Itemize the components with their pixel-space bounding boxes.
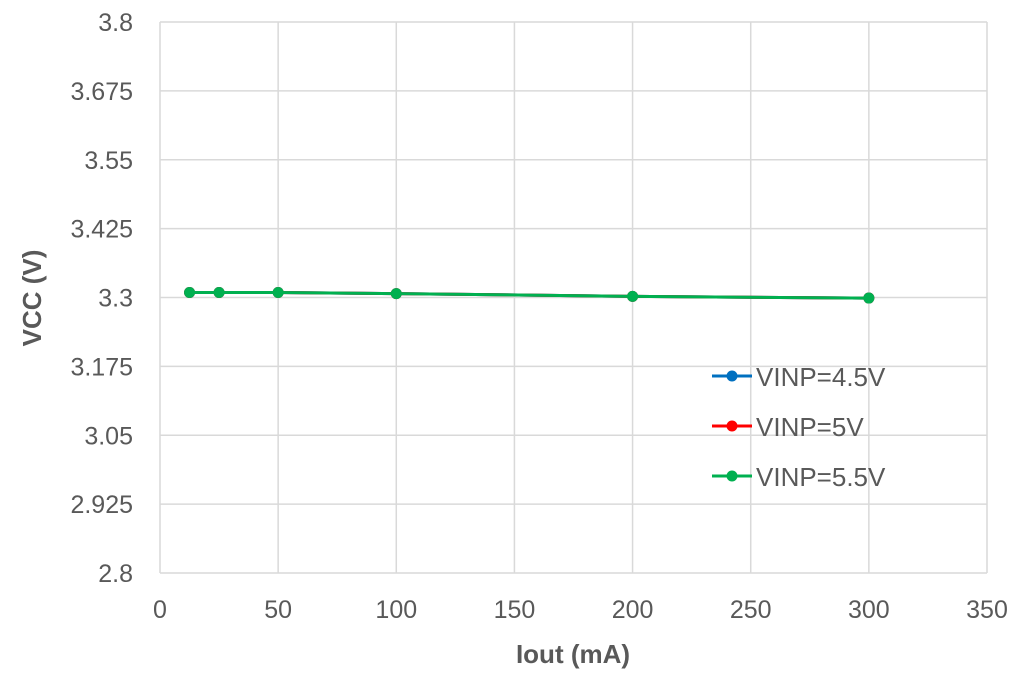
y-tick-label: 2.8 bbox=[98, 560, 133, 588]
legend-swatch-marker bbox=[726, 420, 738, 432]
data-point-2 bbox=[184, 287, 196, 299]
legend-swatch-marker bbox=[726, 470, 738, 482]
legend-label: VINP=4.5V bbox=[756, 362, 886, 392]
x-axis-title: Iout (mA) bbox=[516, 639, 630, 669]
data-point-2 bbox=[213, 287, 225, 299]
legend-swatch-marker bbox=[726, 370, 738, 382]
x-tick-label: 100 bbox=[375, 596, 417, 624]
legend-label: VINP=5.5V bbox=[756, 462, 886, 492]
x-tick-label: 200 bbox=[612, 596, 654, 624]
x-tick-label: 150 bbox=[494, 596, 536, 624]
tick-labels: 0 50 100 150 200 250 300 350 2.8 2.925 3.05 3.175 3.… bbox=[70, 9, 1007, 624]
y-tick-label: 3.675 bbox=[70, 78, 133, 106]
legend: VINP=4.5V VINP=5V VINP=5.5V bbox=[712, 362, 886, 492]
y-tick-label: 3.05 bbox=[84, 422, 133, 450]
y-tick-label: 3.8 bbox=[98, 9, 133, 37]
x-tick-label: 300 bbox=[848, 596, 890, 624]
data-point-2 bbox=[390, 288, 402, 300]
data-point-2 bbox=[863, 292, 875, 304]
series bbox=[184, 287, 875, 304]
data-point-2 bbox=[627, 290, 639, 302]
x-tick-label: 350 bbox=[966, 596, 1008, 624]
y-tick-label: 3.3 bbox=[98, 285, 133, 313]
x-tick-label: 0 bbox=[153, 596, 167, 624]
y-tick-label: 3.175 bbox=[70, 353, 133, 381]
legend-label: VINP=5V bbox=[756, 412, 864, 442]
y-axis-title: VCC (V) bbox=[17, 250, 47, 347]
y-tick-label: 2.925 bbox=[70, 491, 133, 519]
data-point-2 bbox=[272, 287, 284, 299]
y-tick-label: 3.425 bbox=[70, 216, 133, 244]
y-tick-label: 3.55 bbox=[84, 147, 133, 175]
x-tick-label: 250 bbox=[730, 596, 772, 624]
x-tick-label: 50 bbox=[264, 596, 292, 624]
